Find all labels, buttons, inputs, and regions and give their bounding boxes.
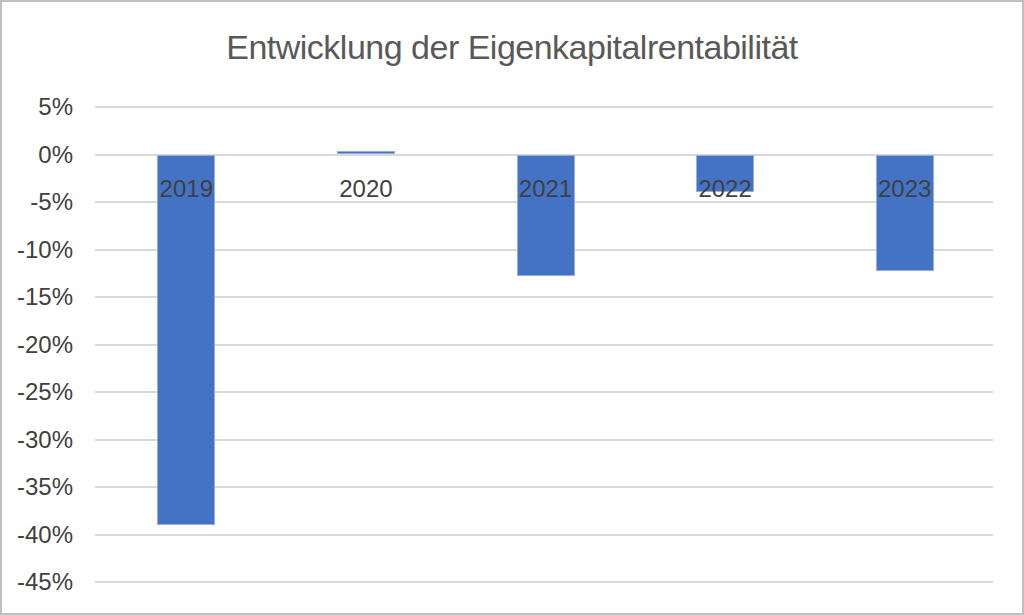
x-axis-category-label-2022: 2022: [635, 175, 815, 203]
gridline--45%: [95, 581, 993, 583]
bar-2019: [157, 155, 215, 526]
y-axis-tick-label: -35%: [2, 473, 73, 501]
y-axis-tick-label: 5%: [2, 93, 73, 121]
bar-2020: [337, 151, 395, 155]
gridline--25%: [95, 391, 993, 393]
gridline--20%: [95, 344, 993, 346]
gridline--30%: [95, 439, 993, 441]
y-axis-tick-label: -30%: [2, 426, 73, 454]
y-axis-tick-label: -25%: [2, 378, 73, 406]
y-axis-tick-label: -45%: [2, 568, 73, 596]
x-axis-category-label-2020: 2020: [276, 175, 456, 203]
x-axis-category-label-2023: 2023: [815, 175, 995, 203]
plot-area: 5% 0% -5% -10% -15% -20% -25% -30% -35% -40% -45% 2…: [2, 2, 1022, 613]
x-axis-category-label-2021: 2021: [456, 175, 636, 203]
bar-2021: [517, 155, 575, 277]
bar-2023: [876, 155, 934, 272]
y-axis-tick-label: -15%: [2, 283, 73, 311]
gridline--40%: [95, 534, 993, 536]
y-axis-tick-label: -40%: [2, 521, 73, 549]
gridline-5%: [95, 106, 993, 108]
y-axis-tick-label: 0%: [2, 141, 73, 169]
y-axis-tick-label: -10%: [2, 236, 73, 264]
x-axis-category-label-2019: 2019: [96, 175, 276, 203]
gridline--15%: [95, 296, 993, 298]
gridline--35%: [95, 486, 993, 488]
y-axis-tick-label: -20%: [2, 331, 73, 359]
y-axis-tick-label: -5%: [2, 188, 73, 216]
chart-frame: Entwicklung der Eigenkapitalrentabilität…: [0, 0, 1024, 615]
